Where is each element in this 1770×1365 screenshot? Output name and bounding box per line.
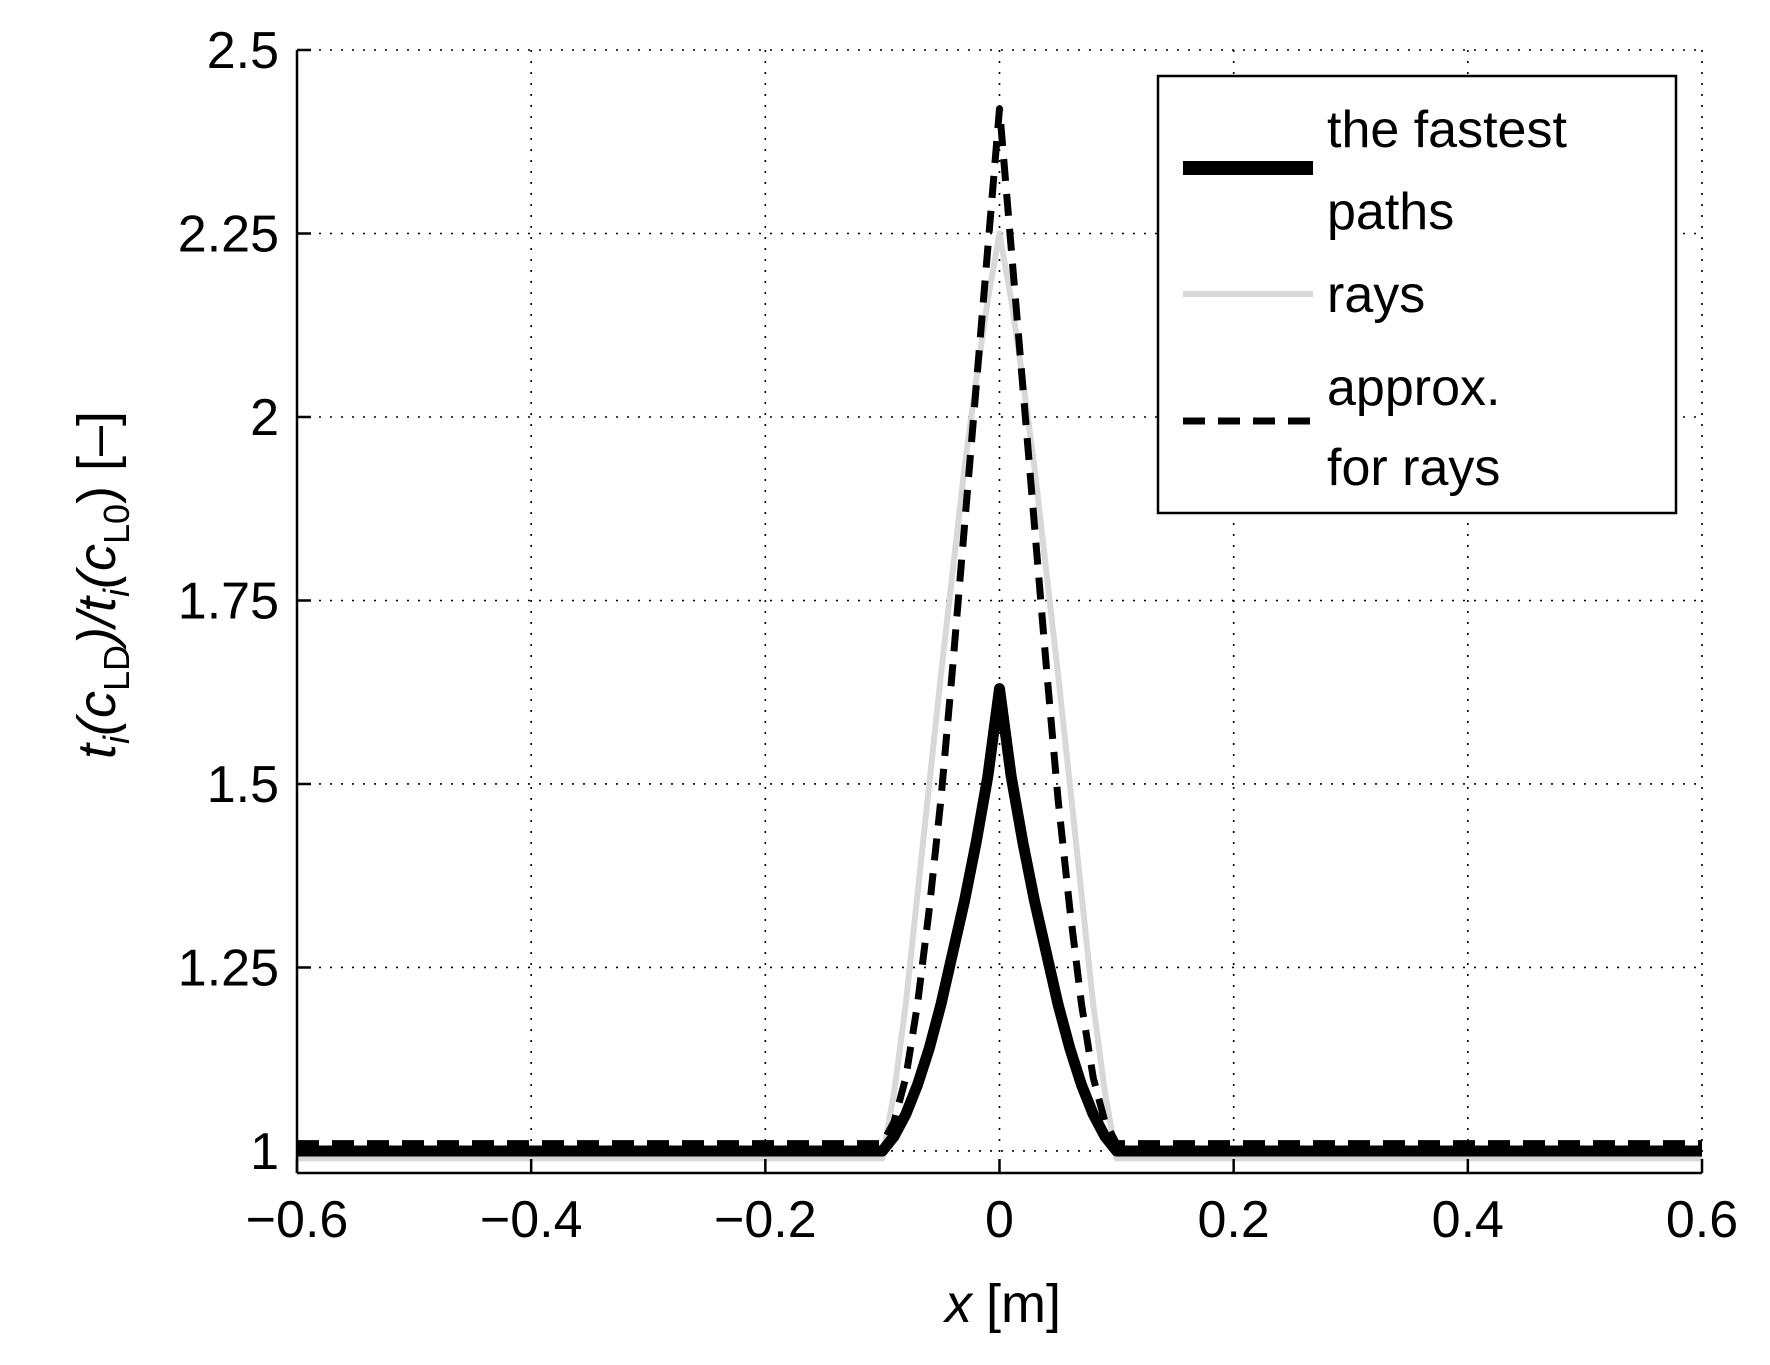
- x-axis-label: x [m]: [942, 1274, 1061, 1334]
- legend: the fastest paths rays approx. for rays: [1156, 74, 1678, 515]
- series-line-rays: [297, 230, 1702, 1162]
- y-tick-label: 2.25: [178, 205, 279, 263]
- legend-label-rays: rays: [1327, 266, 1425, 324]
- series-line-the-fastest-paths: [297, 683, 1702, 1157]
- y-axis-label: ti(cLD)/ti(cL0) [–]: [67, 411, 137, 759]
- x-tick-label: 0.6: [1666, 1191, 1738, 1249]
- y-label-part-5: ) [–]: [67, 411, 127, 504]
- y-tick-label: 1: [250, 1123, 279, 1181]
- x-tick-label: 0.4: [1432, 1191, 1504, 1249]
- y-label-part-3: )/t: [67, 595, 127, 651]
- x-axis-variable: x: [942, 1274, 974, 1334]
- y-tick-label: 1.75: [178, 572, 279, 630]
- y-tick-label: 1.5: [207, 756, 279, 814]
- x-tick-label: −0.4: [480, 1191, 583, 1249]
- legend-label-approx-rays-line2: for rays: [1327, 439, 1500, 497]
- legend-label-approx-rays-line1: approx.: [1327, 359, 1500, 417]
- y-tick-label: 1.25: [178, 939, 279, 997]
- y-label-part-2: (c: [67, 691, 127, 736]
- x-tick-label: 0.2: [1198, 1191, 1270, 1249]
- x-tick-label: −0.6: [246, 1191, 349, 1249]
- legend-label-fastest-paths-line1: the fastest: [1327, 101, 1567, 159]
- tick-labels: −0.6 −0.4 −0.2 0 0.2 0.4 0.6 1 1.25 1.5 1.75 2 2.25 2…: [178, 22, 1738, 1249]
- y-label-sub-2: LD: [96, 645, 137, 691]
- series-line-approx-for-rays: [297, 105, 1702, 1148]
- y-tick-label: 2: [250, 389, 279, 447]
- x-tick-label: −0.2: [714, 1191, 817, 1249]
- axes: [295, 48, 1704, 1175]
- y-label-sub-4: L0: [96, 504, 137, 544]
- legend-label-fastest-paths-line2: paths: [1327, 183, 1454, 241]
- plot-series: [297, 105, 1702, 1162]
- y-label-part-1: t: [67, 742, 127, 759]
- y-tick-label: 2.5: [207, 22, 279, 80]
- x-axis-unit: [m]: [986, 1274, 1061, 1334]
- y-label-sub-3: i: [96, 588, 137, 597]
- y-label-sub-1: i: [96, 735, 137, 744]
- y-label-part-4: (c: [67, 544, 127, 589]
- x-tick-label: 0: [985, 1191, 1014, 1249]
